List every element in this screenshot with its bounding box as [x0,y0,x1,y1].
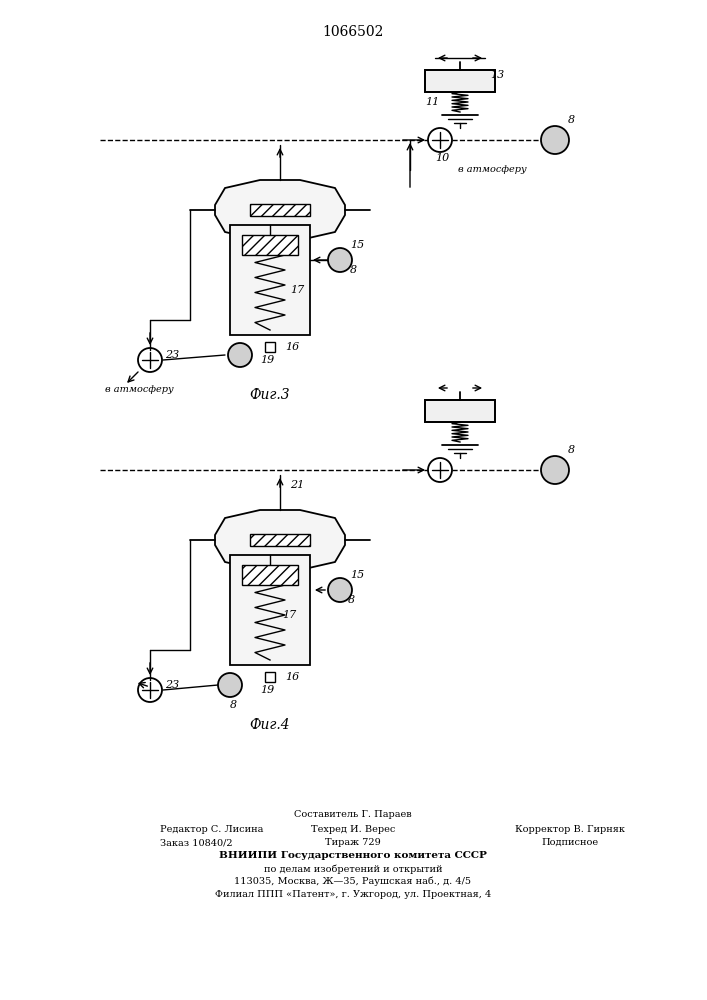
Text: 19: 19 [260,355,274,365]
Text: 13: 13 [490,70,504,80]
Text: 11: 11 [425,97,439,107]
Bar [425,400,495,422]
Circle shape [541,126,569,154]
Text: Техред И. Верес: Техред И. Верес [311,825,395,834]
Text: 8: 8 [350,265,357,275]
Text: Корректор В. Гирняк: Корректор В. Гирняк [515,825,625,834]
Text: в атмосферу: в атмосферу [105,385,174,394]
Text: 113035, Москва, Ж—35, Раушская наб., д. 4/5: 113035, Москва, Ж—35, Раушская наб., д. … [235,877,472,886]
Text: 23: 23 [165,350,180,360]
Text: Филиал ППП «Патент», г. Ужгород, ул. Проектная, 4: Филиал ППП «Патент», г. Ужгород, ул. Про… [215,890,491,899]
Text: Фиг.4: Фиг.4 [250,718,291,732]
Text: Тираж 729: Тираж 729 [325,838,381,847]
Text: Фиг.3: Фиг.3 [250,388,291,402]
Text: 17: 17 [290,285,304,295]
Bar [265,672,275,682]
Text: Заказ 10840/2: Заказ 10840/2 [160,838,233,847]
Bar [242,565,298,585]
Text: 19: 19 [260,685,274,695]
Text: 1066502: 1066502 [322,25,384,39]
Polygon shape [215,180,345,240]
Text: 8: 8 [568,115,575,125]
Circle shape [541,456,569,484]
Text: Составитель Г. Параев: Составитель Г. Параев [294,810,411,819]
Text: в атмосферу: в атмосферу [458,165,527,174]
Bar [250,534,310,546]
Text: по делам изобретений и открытий: по делам изобретений и открытий [264,864,443,874]
Text: 16: 16 [285,342,299,352]
Circle shape [228,343,252,367]
Bar [425,70,495,92]
Bar [230,555,310,665]
Circle shape [328,578,352,602]
Bar [265,342,275,352]
Text: 16: 16 [285,672,299,682]
Bar [250,204,310,216]
Text: 23: 23 [165,680,180,690]
Bar [242,235,298,255]
Bar [230,225,310,335]
Text: 15: 15 [350,240,364,250]
Text: ВНИИПИ Государственного комитета СССР: ВНИИПИ Государственного комитета СССР [219,851,487,860]
Text: Подписное: Подписное [542,838,599,847]
Circle shape [218,673,242,697]
Text: 21: 21 [290,480,304,490]
Text: 17: 17 [282,610,296,620]
Bar [425,400,495,422]
Polygon shape [215,510,345,570]
Circle shape [328,248,352,272]
Text: 10: 10 [435,153,449,163]
Text: 8: 8 [348,595,355,605]
Bar [425,70,495,92]
Text: 8: 8 [568,445,575,455]
Text: 15: 15 [350,570,364,580]
Text: Редактор С. Лисина: Редактор С. Лисина [160,825,264,834]
Text: 8: 8 [230,700,237,710]
